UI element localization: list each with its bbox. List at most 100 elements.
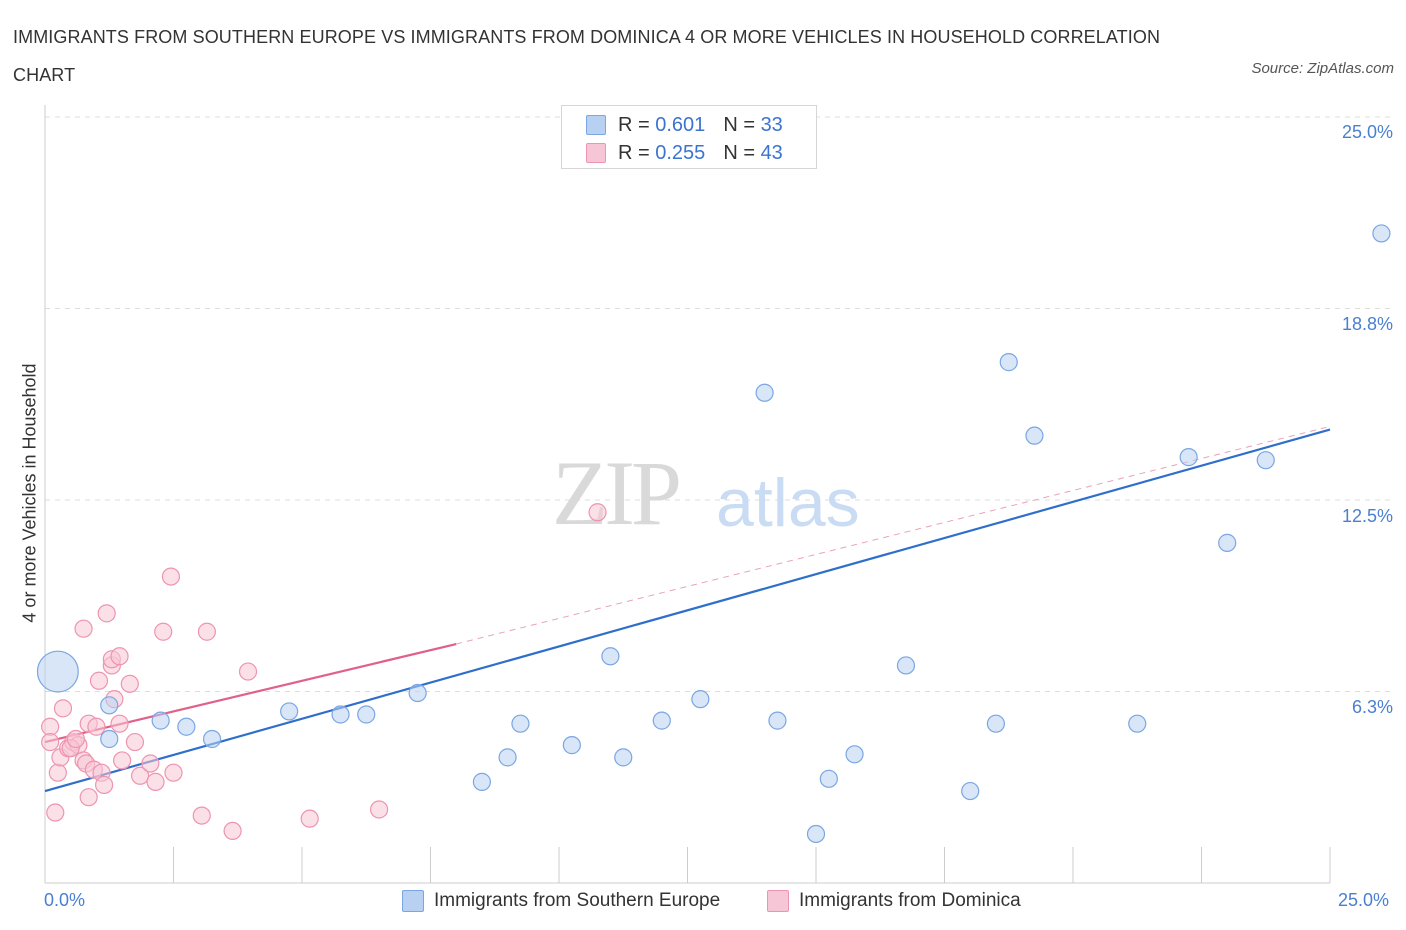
legend-n-value: 33 [760,113,783,136]
southern-europe-point [1372,224,1391,243]
legend-n-label: N = [723,113,755,136]
southern-europe-point [819,769,838,788]
dominica-point [197,622,217,641]
dominica-point [223,821,242,841]
series-legend-southern-europe: Immigrants from Southern Europe [402,890,720,912]
dominica-point [588,503,607,522]
southern-europe-point [999,353,1018,372]
legend-n-label: N = [723,141,755,164]
legend-row-southern-europe: R = 0.601 N = 33 [586,113,783,137]
series-name: Immigrants from Southern Europe [434,890,721,911]
southern-europe-point [755,383,774,402]
dominica-point [110,647,129,666]
dominica-point [192,806,211,825]
southern-europe-point [614,748,633,767]
southern-europe-point [177,717,196,736]
legend-r-value: 0.255 [655,141,706,164]
southern-europe-point [511,714,530,733]
southern-europe-point [151,711,170,730]
series-name: Immigrants from Dominica [799,890,1021,911]
southern-europe-point [1256,451,1275,470]
legend-r-value: 0.601 [655,113,706,136]
series-dominica-points [41,503,607,841]
southern-europe-point [36,650,79,693]
southern-europe-point [768,711,787,730]
legend-r-label: R = [618,113,650,136]
southern-europe-point [652,711,671,730]
southern-europe-point [498,748,517,767]
southern-europe-point [472,772,491,791]
southern-europe-point [100,729,119,749]
southern-europe-trend-line [44,428,1331,793]
dominica-point [164,763,183,782]
southern-europe-point [1179,448,1198,467]
dominica-point [112,751,132,770]
southern-europe-point [845,745,864,764]
southern-europe-point [100,696,119,715]
chart-title: IMMIGRANTS FROM SOUTHERN EUROPE VS IMMIG… [13,27,1161,85]
southern-europe-point [601,647,620,666]
legend-row-dominica: R = 0.255 N = 43 [586,141,783,165]
dominica-point [46,803,65,822]
dominica-point [238,662,258,681]
x-tick-label: 25.0% [1338,890,1390,910]
legend-r-label: R = [618,141,650,164]
southern-europe-point [806,824,826,844]
dominica-point [41,732,60,752]
dominica-point [154,622,173,641]
dominica-point [161,567,181,586]
y-tick-label: 18.8% [1341,314,1393,334]
correlation-legend: R = 0.601 N = 33 R = 0.255 N = 43 [561,105,817,169]
legend-swatch-blue [586,115,606,135]
series-swatch-blue [402,890,424,912]
watermark-atlas: atlas [716,465,860,541]
southern-europe-point [280,702,299,721]
southern-europe-point [896,656,916,675]
series-southern-europe-points [36,224,1391,844]
watermark: ZIP atlas [552,442,860,544]
legend-swatch-pink [586,143,606,163]
southern-europe-point [331,705,350,724]
y-tick-label: 25.0% [1341,122,1393,142]
dominica-point [79,788,98,807]
southern-europe-point [357,705,376,724]
y-axis-label: 4 or more Vehicles in Household [19,363,40,623]
legend-n-value: 43 [760,141,783,164]
southern-europe-point [691,690,710,709]
dominica-point [370,800,389,819]
dominica-point [89,671,109,690]
dominica-point [146,772,165,791]
series-legend-dominica: Immigrants from Dominica [767,890,1021,912]
southern-europe-point [961,781,980,801]
dominica-point [41,717,60,736]
southern-europe-point [986,714,1006,733]
southern-europe-point [562,736,581,755]
y-tick-label: 12.5% [1341,506,1393,526]
dominica-point [97,604,116,623]
dominica-point [120,674,139,693]
y-tick-label: 6.3% [1351,697,1393,717]
dominica-point [53,699,73,718]
southern-europe-point [1025,426,1044,445]
dominica-point [300,809,319,828]
source-label: Source: ZipAtlas.com [1251,60,1394,77]
dominica-point [87,717,106,736]
gridlines [45,116,1395,692]
dominica-point [110,714,129,733]
axes [44,105,1331,884]
southern-europe-point [1218,533,1237,552]
dominica-point [74,619,93,638]
dominica-point [66,729,85,749]
trend-lines [44,425,1331,793]
dominica-point [95,775,114,795]
southern-europe-point [408,683,427,703]
dominica-point [141,754,160,773]
dominica-point [125,732,145,752]
southern-europe-point [1128,714,1147,733]
x-tick-label: 0.0% [44,890,86,910]
series-swatch-pink [767,890,789,912]
dominica-point [130,766,150,785]
dominica-point [48,763,67,782]
watermark-zip: ZIP [552,442,679,544]
